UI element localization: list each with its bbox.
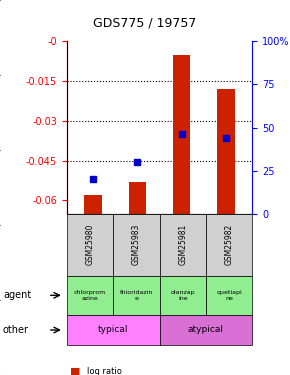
Text: GSM25983: GSM25983 xyxy=(132,224,141,266)
Text: olanzap
ine: olanzap ine xyxy=(171,290,195,301)
Text: other: other xyxy=(3,325,29,335)
Bar xyxy=(128,182,146,214)
Text: atypical: atypical xyxy=(188,326,224,334)
Text: quetiapi
ne: quetiapi ne xyxy=(216,290,242,301)
Bar xyxy=(217,89,235,214)
Text: GSM25981: GSM25981 xyxy=(178,224,187,266)
Text: GSM25980: GSM25980 xyxy=(85,224,95,266)
Bar xyxy=(173,54,191,214)
Text: log ratio: log ratio xyxy=(87,367,122,375)
Text: GDS775 / 19757: GDS775 / 19757 xyxy=(93,17,197,30)
Text: agent: agent xyxy=(3,290,31,300)
Text: ■: ■ xyxy=(70,366,80,375)
Text: typical: typical xyxy=(98,326,128,334)
Text: chlorprom
azine: chlorprom azine xyxy=(74,290,106,301)
Text: GSM25982: GSM25982 xyxy=(224,224,234,266)
Bar xyxy=(84,195,102,214)
Text: thioridazin
e: thioridazin e xyxy=(119,290,153,301)
